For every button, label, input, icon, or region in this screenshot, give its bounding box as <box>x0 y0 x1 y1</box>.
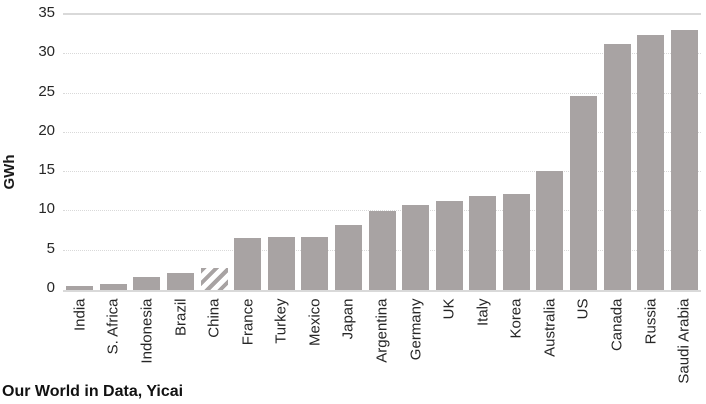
bar-japan <box>334 224 362 290</box>
y-tick-15: 15 <box>38 161 55 179</box>
gridline-15 <box>63 171 701 173</box>
bar-uk <box>435 201 463 290</box>
x-label-turkey: Turkey <box>272 298 290 344</box>
x-label-italy: Italy <box>474 298 492 327</box>
x-label-uk: UK <box>440 298 458 320</box>
x-label-australia: Australia <box>541 298 559 357</box>
x-label-argentina: Argentina <box>373 298 391 363</box>
source-note: Our World in Data, Yicai <box>2 383 184 400</box>
bar-india <box>66 286 94 290</box>
x-label-russia: Russia <box>642 298 660 345</box>
y-tick-0: 0 <box>46 279 55 296</box>
bar-germany <box>402 205 430 290</box>
y-tick-20: 20 <box>38 121 55 139</box>
x-label-mexico: Mexico <box>306 298 324 347</box>
gridline-30 <box>63 53 701 55</box>
y-tick-35: 35 <box>38 4 55 21</box>
x-label-germany: Germany <box>407 298 425 361</box>
bar-s-africa <box>99 283 127 290</box>
bar-canada <box>603 44 631 290</box>
bar-australia <box>536 170 564 290</box>
y-tick-30: 30 <box>38 43 55 61</box>
bar-mexico <box>301 236 329 290</box>
x-label-saudi-arabia: Saudi Arabia <box>675 298 693 384</box>
bar-france <box>234 238 262 290</box>
x-label-us: US <box>574 298 592 320</box>
y-tick-25: 25 <box>38 82 55 100</box>
bar-saudi-arabia <box>670 29 698 290</box>
bar-china <box>200 268 228 290</box>
bar-turkey <box>267 236 295 290</box>
bar-indonesia <box>133 277 161 290</box>
bar-italy <box>469 195 497 290</box>
x-label-korea: Korea <box>507 298 525 339</box>
bar-brazil <box>167 272 195 290</box>
bar-russia <box>637 34 665 290</box>
gridline-25 <box>63 92 701 94</box>
x-label-canada: Canada <box>608 298 626 352</box>
y-tick-10: 10 <box>38 200 55 218</box>
bar-korea <box>502 194 530 290</box>
plot-area <box>63 13 701 292</box>
bar-us <box>569 95 597 290</box>
y-tick-5: 5 <box>46 239 55 257</box>
x-label-china: China <box>205 298 223 338</box>
x-label-france: France <box>239 298 257 346</box>
gridline-20 <box>63 131 701 133</box>
x-label-japan: Japan <box>339 298 357 340</box>
bar-argentina <box>368 210 396 290</box>
